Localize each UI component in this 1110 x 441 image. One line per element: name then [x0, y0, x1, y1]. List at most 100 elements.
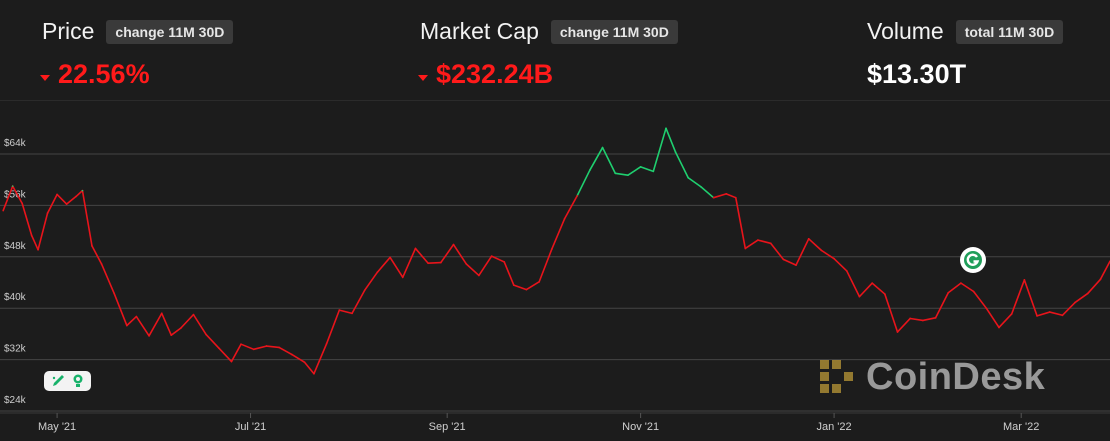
- price-point: [998, 326, 1000, 329]
- price-line-segment: [871, 282, 886, 295]
- price-point: [807, 238, 810, 240]
- price-change-value: 22.56%: [58, 59, 150, 89]
- volume-label: Volume: [867, 18, 944, 44]
- price-line-segment: [551, 218, 566, 250]
- price-point: [265, 345, 268, 347]
- price-line-segment: [884, 293, 899, 333]
- price-point: [1036, 315, 1038, 317]
- price-point: [652, 170, 655, 173]
- price-point: [871, 282, 873, 284]
- price-line-segment: [833, 257, 848, 272]
- price-point: [148, 335, 150, 337]
- price-point: [782, 258, 785, 261]
- price-point: [639, 166, 642, 168]
- event-marker[interactable]: [960, 247, 986, 273]
- price-point: [21, 202, 24, 205]
- price-line-segment: [934, 291, 950, 319]
- price-line-segment: [503, 261, 515, 286]
- price-point: [113, 292, 115, 295]
- price-line-segment: [652, 127, 667, 173]
- market-cap-change-value: $232.24B: [436, 59, 554, 89]
- price-point: [278, 346, 280, 349]
- price-point: [65, 203, 68, 205]
- price-chart[interactable]: $24k $32k $40k $48k $56k $64k May '21 Jul '21 Se…: [0, 101, 1110, 441]
- price-line-segment: [769, 242, 785, 261]
- price-point: [674, 151, 677, 153]
- price-line-segment: [192, 313, 207, 336]
- volume-period-pill[interactable]: total 11M 30D: [955, 19, 1064, 44]
- price-line-segment: [490, 255, 506, 263]
- price-line-segment: [998, 313, 1013, 329]
- price-point: [376, 271, 379, 274]
- price-line-segment: [148, 312, 163, 337]
- price-line-segment: [538, 248, 553, 283]
- price-line-segment: [401, 247, 417, 279]
- price-point: [985, 307, 988, 309]
- price-point: [601, 146, 604, 149]
- price-line-segment: [576, 169, 591, 197]
- price-point: [512, 284, 515, 286]
- price-point: [325, 342, 328, 345]
- price-point: [712, 196, 715, 199]
- price-line-segment: [807, 238, 823, 252]
- price-line-segment: [614, 172, 629, 177]
- price-line-segment: [303, 361, 315, 375]
- price-point: [744, 247, 747, 250]
- price-line-segment: [820, 249, 835, 260]
- price-point: [972, 290, 975, 293]
- price-point: [909, 317, 911, 320]
- watermark-text: CoinDesk: [866, 356, 1046, 398]
- price-point: [440, 261, 442, 264]
- price-point: [947, 291, 950, 294]
- price-line-segment: [1048, 311, 1064, 317]
- y-tick-label: $40k: [4, 292, 27, 303]
- price-point: [56, 193, 58, 196]
- price-line-segment: [2, 185, 14, 212]
- price-line-segment: [972, 290, 988, 309]
- price-point: [2, 209, 4, 212]
- price-line-segment: [512, 284, 528, 291]
- price-point: [240, 343, 242, 345]
- volume-total: $13.30T: [867, 59, 1063, 90]
- price-point: [934, 317, 937, 319]
- price-point: [351, 312, 353, 315]
- price-point: [252, 348, 255, 351]
- price-point: [1010, 313, 1013, 315]
- market-cap-label: Market Cap: [420, 18, 539, 44]
- price-point: [820, 249, 823, 252]
- y-tick-label: $32k: [4, 344, 27, 355]
- market-cap-period-pill[interactable]: change 11M 30D: [550, 19, 678, 44]
- price-line-segment: [452, 243, 468, 265]
- down-arrow-icon: [40, 74, 50, 81]
- price-line-segment: [922, 317, 937, 322]
- price-line-segment: [744, 239, 759, 250]
- market-cap-change: $232.24B: [418, 59, 678, 90]
- price-point: [401, 276, 404, 279]
- price-point: [1023, 279, 1026, 281]
- price-point: [734, 196, 737, 199]
- price-line-segment: [338, 309, 353, 315]
- price-line-segment: [478, 255, 493, 277]
- price-line-segment: [725, 193, 737, 199]
- price-point: [576, 194, 578, 197]
- chart-tools-badge[interactable]: [44, 371, 91, 391]
- price-point: [845, 270, 848, 272]
- price-point: [338, 309, 341, 311]
- price-point: [833, 257, 835, 260]
- price-line-segment: [427, 261, 442, 265]
- price-line-segment: [1074, 292, 1089, 304]
- price-period-pill[interactable]: change 11M 30D: [106, 19, 234, 44]
- price-line-segment: [113, 292, 128, 327]
- price-point: [414, 247, 417, 250]
- x-tick-label: May '21: [38, 421, 76, 433]
- down-arrow-icon: [418, 74, 428, 81]
- price-line-segment: [1023, 279, 1038, 317]
- price-line-segment: [960, 282, 975, 293]
- x-tick-label: Mar '22: [1003, 421, 1039, 433]
- price-point: [757, 239, 759, 241]
- price-line-segment: [179, 313, 195, 329]
- price-line-segment: [985, 307, 1000, 329]
- price-line-segment: [389, 256, 404, 279]
- price-point: [389, 256, 391, 259]
- price-point: [30, 234, 33, 237]
